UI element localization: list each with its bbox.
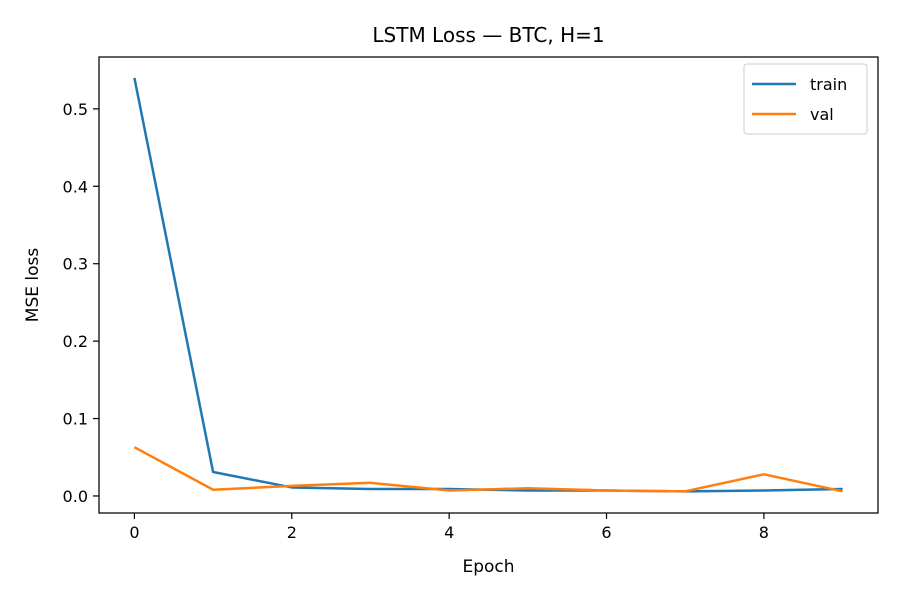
legend-label-train: train (810, 75, 847, 94)
x-tick-label: 0 (129, 523, 139, 542)
x-axis-label: Epoch (462, 557, 514, 577)
series-line-train (133, 77, 843, 493)
y-axis-label: MSE loss (23, 248, 43, 323)
series-line-val (133, 446, 843, 493)
y-tick-label: 0.2 (63, 332, 88, 351)
x-tick-label: 6 (601, 523, 611, 542)
y-tick-label: 0.0 (63, 487, 88, 506)
y-tick-label: 0.1 (63, 410, 88, 429)
chart-title: LSTM Loss — BTC, H=1 (372, 23, 604, 47)
x-tick-label: 2 (287, 523, 297, 542)
plot-frame (98, 56, 879, 514)
y-tick-label: 0.5 (63, 100, 88, 119)
legend-label-val: val (810, 105, 834, 124)
y-tick-label: 0.4 (63, 177, 88, 196)
x-tick-label: 8 (759, 523, 769, 542)
legend: train val (743, 63, 868, 135)
y-tick-label: 0.3 (63, 255, 88, 274)
legend-box (743, 63, 868, 135)
x-tick-label: 4 (444, 523, 454, 542)
